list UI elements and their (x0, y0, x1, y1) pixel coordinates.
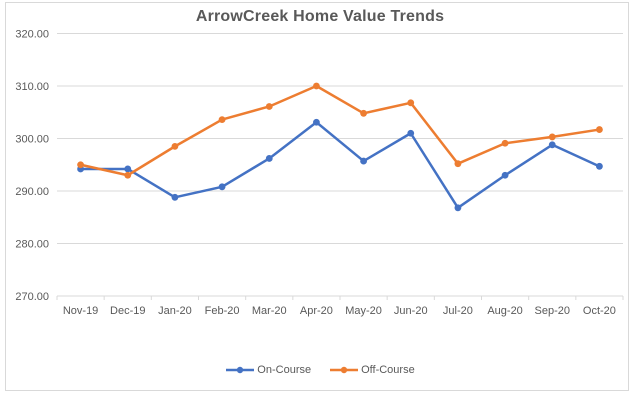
off-course-legend-marker-icon (330, 366, 359, 374)
y-axis-label: 270.00 (15, 291, 49, 303)
y-axis-label: 290.00 (15, 186, 49, 198)
chart-border (5, 2, 629, 391)
x-axis-label: Dec-19 (110, 305, 145, 317)
chart-title: ArrowCreek Home Value Trends (195, 8, 445, 25)
on-course-point-may-20[interactable] (360, 157, 367, 165)
x-axis-label: Jul-20 (443, 305, 473, 317)
off-course-point-apr-20[interactable] (313, 82, 320, 90)
on-course-point-feb-20[interactable] (218, 183, 226, 191)
on-course-point-jul-20[interactable] (454, 204, 462, 212)
off-course-point-oct-20[interactable] (596, 126, 603, 133)
off-course-point-may-20[interactable] (360, 109, 367, 117)
off-course-point-jan-20[interactable] (171, 142, 179, 150)
x-axis-label: Aug-20 (487, 305, 522, 317)
legend-item-off-course[interactable]: Off-Course (329, 364, 415, 376)
off-course-point-feb-20[interactable] (218, 116, 226, 123)
off-course-point-sep-20[interactable] (548, 133, 556, 141)
legend: On-Course Off-Course (0, 364, 640, 376)
on-course-point-sep-20[interactable] (548, 141, 556, 149)
off-course-point-mar-20[interactable] (265, 103, 273, 110)
off-course-point-nov-19[interactable] (77, 161, 84, 169)
y-axis-label: 280.00 (15, 239, 49, 251)
x-axis-label: Sep-20 (535, 305, 570, 317)
x-axis-label: Mar-20 (252, 305, 287, 317)
legend-label-on-course: On-Course (257, 364, 312, 376)
on-course-point-aug-20[interactable] (501, 171, 509, 179)
on-course-legend-marker-icon (226, 366, 255, 374)
x-axis-label: Oct-20 (583, 305, 616, 317)
x-axis-label: Nov-19 (63, 305, 98, 317)
on-course-point-dec-19[interactable] (124, 165, 132, 173)
x-axis-label: May-20 (345, 305, 382, 317)
off-course-point-jun-20[interactable] (407, 99, 415, 107)
off-course-point-dec-19[interactable] (124, 171, 132, 179)
x-axis-label: Jan-20 (158, 305, 192, 317)
y-axis-label: 300.00 (15, 134, 49, 146)
off-course-line[interactable] (79, 84, 601, 177)
y-axis-label: 320.00 (15, 29, 49, 41)
off-course-point-aug-20[interactable] (501, 139, 509, 147)
on-course-point-oct-20[interactable] (596, 162, 603, 170)
on-course-point-jun-20[interactable] (407, 129, 415, 137)
legend-item-on-course[interactable]: On-Course (225, 364, 311, 376)
on-course-line[interactable] (79, 120, 601, 210)
on-course-point-apr-20[interactable] (313, 118, 320, 126)
y-axis-label: 310.00 (15, 81, 49, 93)
legend-label-off-course: Off-Course (361, 364, 415, 376)
x-axis-label: Jun-20 (394, 305, 428, 317)
off-course-point-jul-20[interactable] (454, 160, 462, 168)
on-course-point-mar-20[interactable] (265, 155, 273, 162)
x-axis-label: Feb-20 (205, 305, 240, 317)
x-axis-label: Apr-20 (300, 305, 333, 317)
on-course-point-jan-20[interactable] (171, 193, 179, 201)
